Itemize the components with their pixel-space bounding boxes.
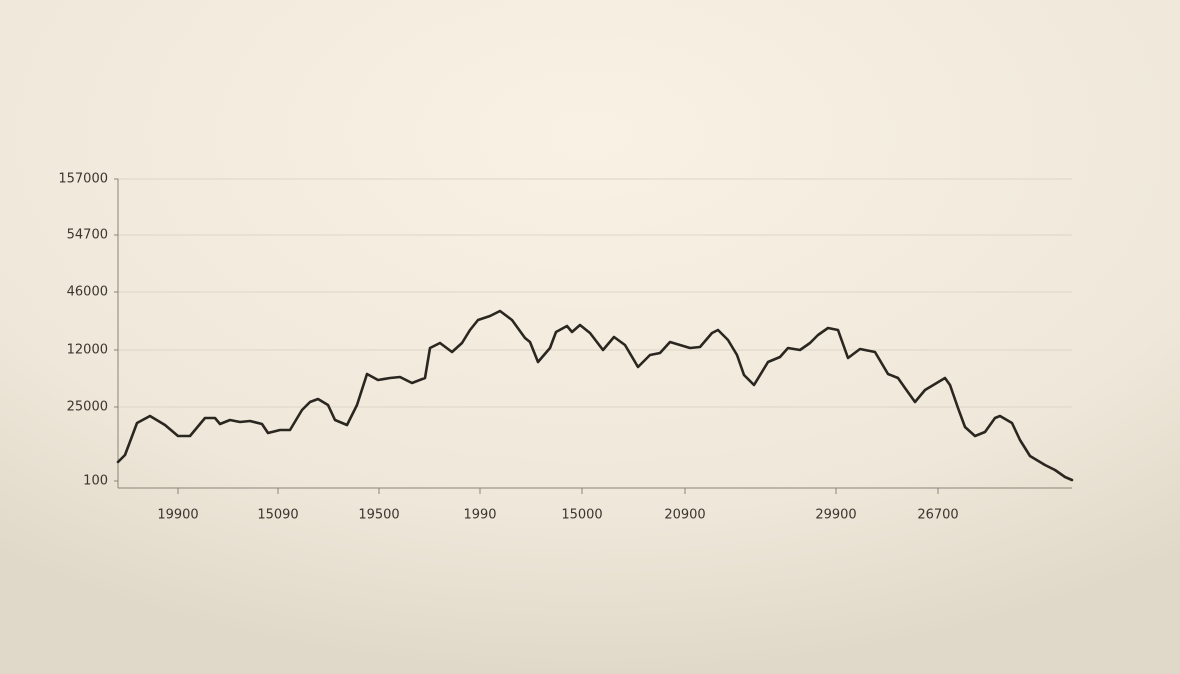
x-tick-label: 26700 [917,508,958,523]
x-tick-label: 15090 [257,508,298,523]
y-tick-label: 25000 [67,400,108,415]
y-tick-label: 12000 [67,343,108,358]
x-tick-label: 1990 [463,508,496,523]
x-tick-label: 15000 [561,508,602,523]
x-tick-label: 19900 [157,508,198,523]
y-tick-label: 54700 [67,228,108,243]
y-tick-label: 100 [83,474,108,489]
y-tick-label: 46000 [67,285,108,300]
x-tick-label: 19500 [358,508,399,523]
y-tick-label: 157000 [58,172,108,187]
line [116,309,1074,482]
x-tick-label: 29900 [815,508,856,523]
x-tick-label: 20900 [664,508,705,523]
